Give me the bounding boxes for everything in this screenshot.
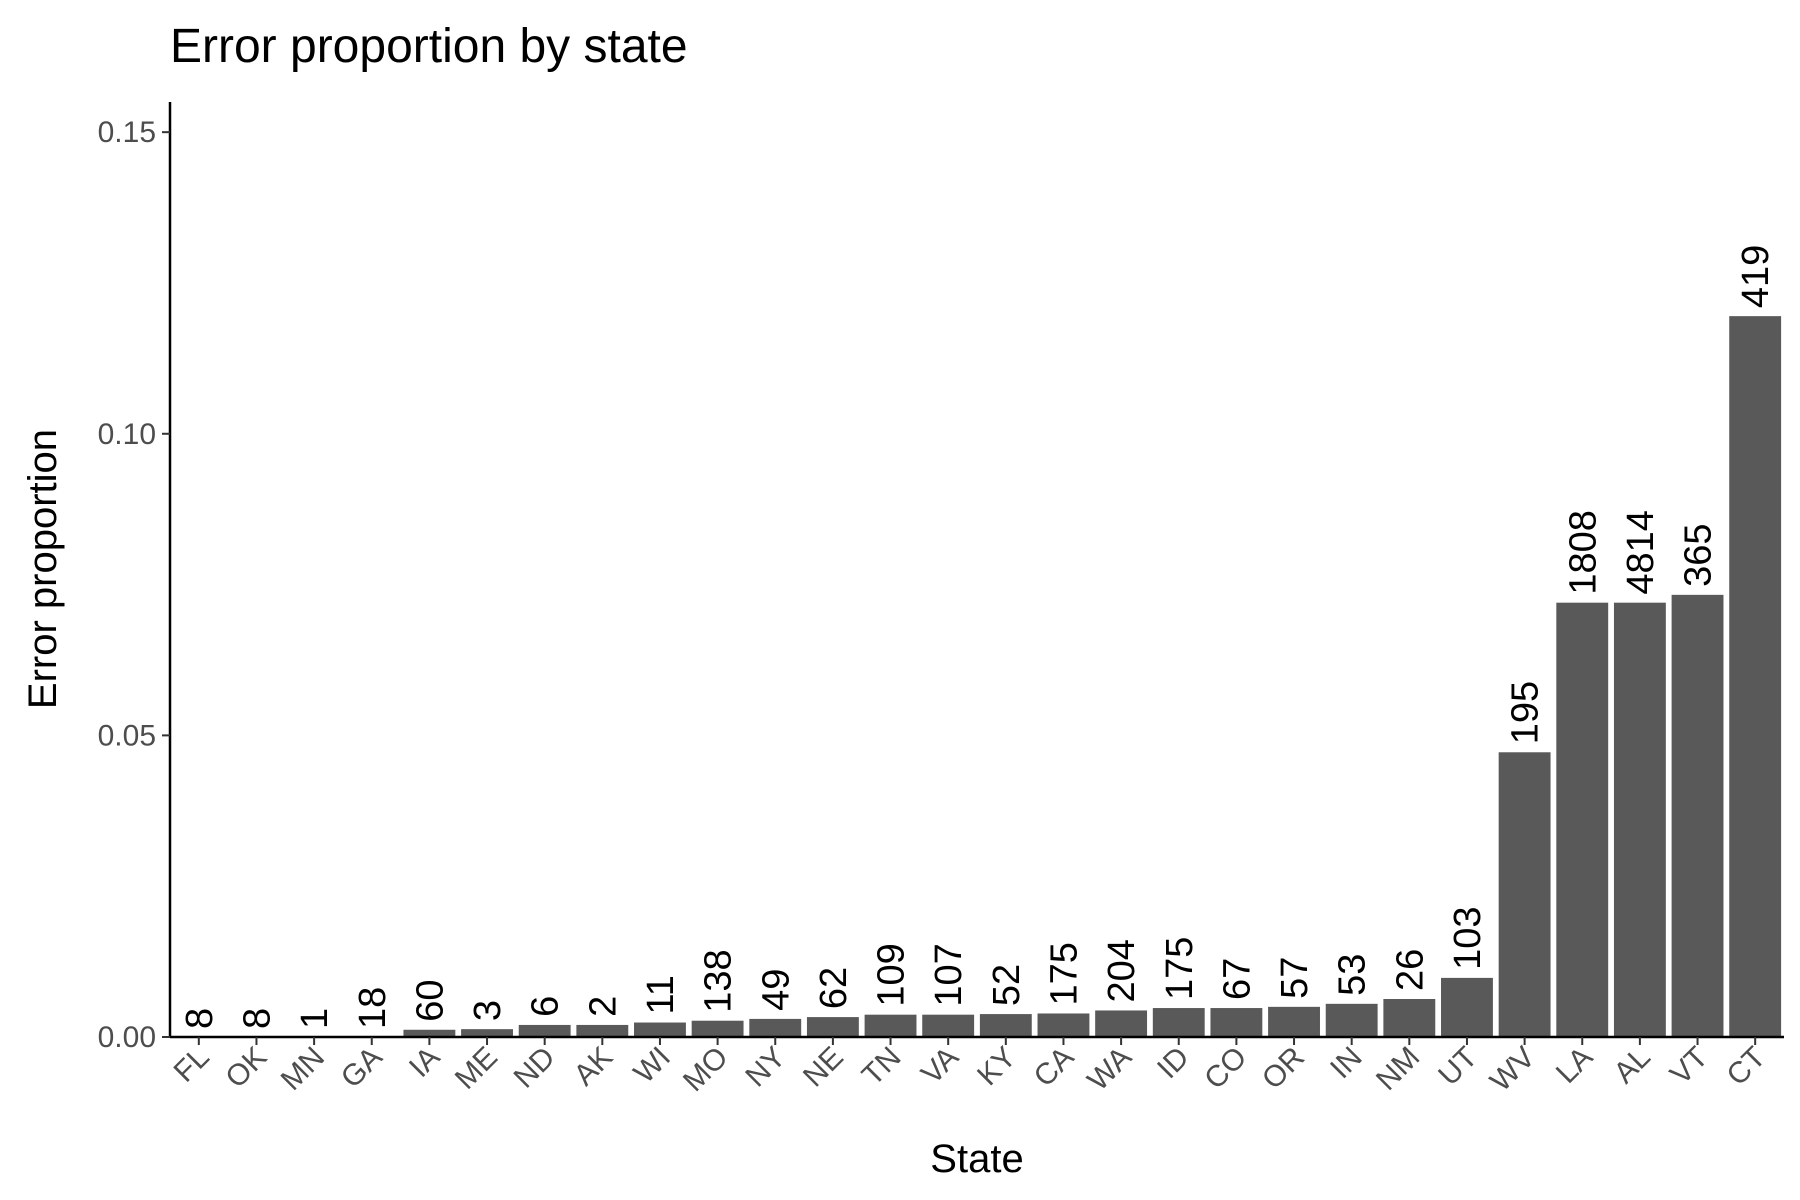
data-label-ky: 52 [986, 964, 1028, 1006]
bar-mo [691, 1020, 744, 1037]
bar-ky [979, 1014, 1032, 1037]
bar-wi [634, 1022, 686, 1037]
data-label-co: 67 [1216, 958, 1258, 1000]
bar-ct [1729, 316, 1782, 1038]
bar-or [1268, 1006, 1320, 1037]
y-tick-label: 0.00 [98, 1021, 156, 1054]
bar-in [1325, 1003, 1378, 1037]
x-tick-label-nd: ND [508, 1041, 562, 1095]
bar-tn [864, 1014, 917, 1037]
x-tick-label-in: IN [1324, 1041, 1369, 1086]
data-label-ne: 62 [813, 967, 855, 1009]
data-label-nd: 6 [525, 996, 567, 1017]
data-label-wv: 195 [1505, 681, 1547, 744]
x-tick-label-al: AL [1608, 1041, 1657, 1090]
bar-ut [1441, 977, 1493, 1037]
bar-co [1210, 1008, 1263, 1037]
data-label-fl: 8 [179, 1008, 221, 1029]
bar-la [1556, 602, 1609, 1037]
data-label-ga: 18 [352, 987, 394, 1029]
x-tick-label-la: LA [1550, 1041, 1599, 1090]
data-label-ct: 419 [1735, 245, 1777, 308]
x-axis-title: State [930, 1137, 1023, 1181]
y-tick-label: 0.05 [98, 719, 156, 752]
bar-ca [1037, 1013, 1090, 1037]
bar-me [461, 1029, 513, 1037]
x-tick-label-id: ID [1151, 1041, 1196, 1086]
y-axis-ticks: 0.00 0.05 0.10 0.15 [98, 116, 170, 1054]
data-label-vt: 365 [1678, 523, 1720, 586]
x-tick-label-ny: NY [739, 1041, 792, 1094]
x-tick-label-nm: NM [1370, 1041, 1426, 1097]
data-label-wi: 11 [640, 975, 682, 1014]
data-label-la: 1808 [1562, 510, 1604, 595]
chart-title: Error proportion by state [170, 20, 688, 73]
data-label-al: 4814 [1620, 510, 1662, 595]
bar-al [1613, 602, 1666, 1037]
data-label-ny: 49 [755, 969, 797, 1011]
bar-ak [576, 1024, 629, 1037]
x-tick-label-mo: MO [677, 1041, 735, 1099]
data-label-nm: 26 [1389, 949, 1431, 991]
data-label-ca: 175 [1043, 942, 1085, 1005]
x-tick-label-va: VA [915, 1041, 965, 1091]
x-tick-label-ia: IA [403, 1041, 446, 1084]
data-label-id: 175 [1159, 937, 1201, 1000]
x-tick-label-or: OR [1256, 1041, 1311, 1096]
bar-id [1152, 1008, 1205, 1037]
x-tick-label-ok: OK [219, 1041, 273, 1095]
x-tick-label-fl: FL [168, 1041, 216, 1089]
x-tick-label-ak: AK [568, 1041, 620, 1093]
x-tick-label-ky: KY [971, 1041, 1023, 1093]
data-label-in: 53 [1332, 954, 1374, 996]
x-tick-label-ga: GA [335, 1041, 389, 1095]
data-label-ia: 60 [409, 979, 451, 1021]
bar-wv [1498, 752, 1551, 1037]
bar-va [922, 1014, 975, 1037]
x-tick-label-vt: VT [1664, 1041, 1714, 1091]
x-tick-label-tn: TN [856, 1041, 908, 1093]
x-tick-label-wv: WV [1484, 1041, 1542, 1099]
x-axis-ticks: FL OK MN GA IA ME ND AK WI MO NY NE TN VA KY CA WA ID CO OR… [168, 1037, 1772, 1098]
x-tick-label-ca: CA [1028, 1041, 1081, 1094]
x-tick-label-me: ME [449, 1041, 504, 1096]
bar-wa [1095, 1010, 1148, 1037]
bar-ne [806, 1017, 859, 1037]
data-label-va: 107 [928, 943, 970, 1006]
data-label-ak: 2 [582, 996, 624, 1017]
y-tick-label: 0.10 [98, 418, 156, 451]
bar-nm [1383, 998, 1436, 1037]
data-label-me: 3 [467, 1000, 509, 1021]
data-label-mo: 138 [698, 949, 740, 1012]
bar-vt [1671, 594, 1724, 1037]
data-label-ok: 8 [236, 1008, 278, 1029]
x-tick-label-co: CO [1198, 1041, 1253, 1096]
x-tick-label-ut: UT [1432, 1041, 1484, 1093]
bar-nd [518, 1024, 571, 1037]
data-label-wa: 204 [1101, 939, 1143, 1002]
x-tick-label-ne: NE [797, 1041, 850, 1094]
bar-ny [749, 1018, 802, 1037]
bar-ia [403, 1029, 456, 1037]
x-tick-label-wa: WA [1081, 1041, 1138, 1098]
y-tick-label: 0.15 [98, 116, 156, 149]
data-label-tn: 109 [871, 943, 913, 1006]
x-tick-label-ct: CT [1721, 1041, 1773, 1093]
data-label-mn: 1 [294, 1008, 336, 1029]
x-tick-label-mn: MN [275, 1041, 331, 1097]
data-label-or: 57 [1274, 957, 1316, 999]
y-axis-title: Error proportion [21, 429, 65, 709]
data-label-ut: 103 [1447, 906, 1489, 969]
x-tick-label-wi: WI [628, 1041, 677, 1090]
plot-area: 8 8 1 18 60 3 6 2 11 138 49 62 109 107 52 175 204 175 67 57… [179, 245, 1782, 1038]
